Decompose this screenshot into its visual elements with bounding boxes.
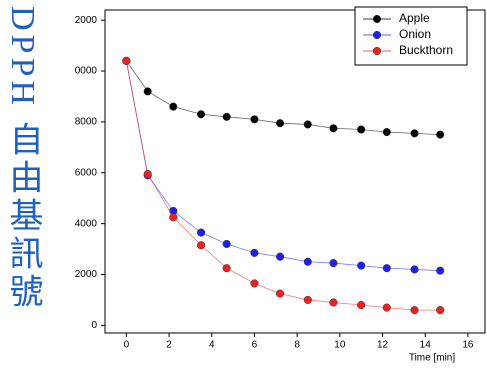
data-point [329,259,338,268]
data-point [222,239,231,249]
data-point [143,87,152,96]
data-point [250,248,259,257]
data-point [436,306,445,315]
data-point [197,228,206,237]
y-axis-label: DPPH 自由基訊號 [4,6,41,312]
legend-marker [372,46,382,56]
y-tick-label: 6000 [75,167,98,178]
data-point [436,266,445,275]
data-point [197,241,206,250]
data-point [222,264,231,273]
x-tick-label: 16 [462,340,474,351]
data-point [329,298,338,307]
y-tick-label: 0 [91,320,97,331]
data-point [357,261,366,270]
x-tick-label: 4 [209,340,215,351]
legend-marker [372,30,382,40]
y-tick-label: 8000 [75,117,98,128]
data-point [303,120,312,129]
data-point [329,124,338,133]
legend-label: Buckthorn [399,43,453,57]
x-tick-label: 10 [334,340,346,351]
series-line [125,60,441,311]
data-point [382,303,391,312]
data-point [357,125,366,134]
data-point [169,102,178,111]
data-point [410,129,419,138]
x-tick-label: 8 [294,340,300,351]
data-point [357,300,366,310]
data-point [276,252,285,261]
data-point [143,169,152,179]
x-tick-label: 6 [252,340,258,351]
y-tick-label: 4000 [75,218,98,229]
data-point [122,56,131,65]
data-point [382,264,391,273]
legend-label: Onion [399,27,431,41]
data-point [276,119,285,128]
y-tick-label: 2000 [75,269,98,280]
y-tick-label: 2000 [75,15,98,26]
data-point [250,279,259,288]
data-point [410,265,419,274]
x-tick-label: 0 [124,340,130,351]
x-tick-label: 12 [377,340,389,351]
data-point [382,128,391,137]
data-point [303,295,312,304]
data-point [197,110,206,119]
x-tick-label: 14 [420,340,432,351]
x-axis-label: Time [min] [409,353,456,364]
series-line [125,60,441,272]
legend-label: Apple [399,11,430,25]
data-point [250,115,259,124]
legend-marker [372,14,382,24]
data-point [222,112,231,121]
data-point [303,257,312,266]
data-point [436,130,445,139]
data-point [276,289,285,298]
y-tick-label: 0000 [75,66,98,77]
x-tick-label: 2 [166,340,172,351]
data-point [169,213,178,222]
data-point [410,306,419,315]
plot-frame [104,9,486,334]
